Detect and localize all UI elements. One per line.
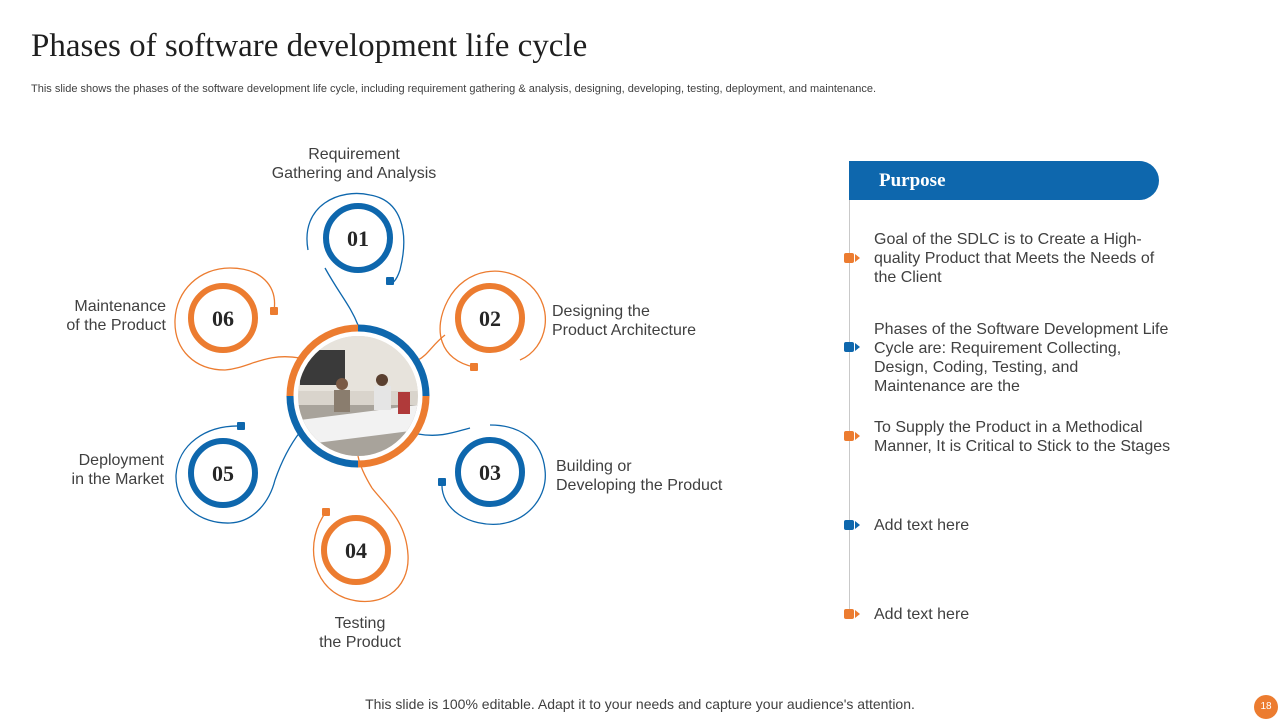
slide-title: Phases of software development life cycl…: [31, 28, 588, 64]
purpose-bullet-5: [844, 609, 860, 619]
connector-end-02: [470, 363, 478, 371]
phase-label-05: Deployment in the Market: [71, 452, 164, 488]
connector-03: [441, 424, 546, 525]
connector-end-03: [438, 478, 446, 486]
phase-num-04: 04: [345, 538, 367, 563]
connector-01-stem: [324, 267, 359, 326]
phase-circle-04: 04: [321, 515, 391, 585]
purpose-item-5: Add text here: [874, 606, 970, 623]
purpose-bullet-4: [844, 520, 860, 530]
slide-subtitle: This slide shows the phases of the softw…: [31, 83, 877, 95]
connector-04-stem: [357, 455, 373, 489]
purpose-item-1: Goal of the SDLC is to Create a High-qua…: [874, 231, 1155, 286]
connector-end-06: [270, 307, 278, 315]
connector-end-05: [237, 422, 245, 430]
slide-footer: This slide is 100% editable. Adapt it to…: [365, 696, 915, 712]
connector-06-stem: [224, 356, 301, 371]
purpose-header: Purpose: [849, 161, 1159, 200]
purpose-item-4: Add text here: [874, 517, 970, 534]
connector-end-01: [386, 277, 394, 285]
connector-01: [306, 192, 405, 284]
phase-num-06: 06: [212, 306, 234, 331]
connector-05-stem: [274, 431, 301, 481]
phase-circle-03: 03: [455, 437, 525, 507]
phase-circle-02: 02: [455, 283, 525, 353]
connector-02-stem: [417, 334, 446, 361]
connector-curves: [174, 192, 546, 603]
phase-num-03: 03: [479, 460, 501, 485]
purpose-bullet-3: [844, 431, 860, 441]
phase-circle-06: 06: [188, 283, 258, 353]
phase-label-04: Testing the Product: [319, 615, 401, 651]
center-ring-orange-top: [286, 324, 359, 397]
phase-circle-01: 01: [323, 203, 393, 273]
connector-02: [439, 270, 546, 368]
phase-num-01: 01: [347, 226, 369, 251]
phase-label-03: Building or Developing the Product: [556, 458, 723, 494]
purpose-item-2: Phases of the Software Development Life …: [874, 321, 1169, 395]
center-ring-blue: [357, 324, 430, 397]
connector-04: [312, 487, 409, 603]
purpose-timeline-line: [849, 200, 850, 618]
center-ring-blue-left: [286, 395, 359, 468]
purpose-header-label: Purpose: [879, 170, 946, 191]
purpose-bullet-2: [844, 342, 860, 352]
phase-label-06: Maintenance of the Product: [66, 298, 166, 334]
center-ring-orange-right: [357, 395, 430, 468]
connector-05: [175, 425, 276, 524]
phase-label-01: Requirement Gathering and Analysis: [271, 146, 437, 182]
purpose-bullet-1: [844, 253, 860, 263]
page-number-badge: 18: [1254, 695, 1278, 719]
connector-06: [174, 267, 276, 371]
phase-label-02: Designing the Product Architecture: [552, 303, 697, 339]
connector-03-stem: [417, 427, 471, 436]
purpose-item-3: To Supply the Product in a Methodical Ma…: [874, 419, 1171, 455]
phase-num-05: 05: [212, 461, 234, 486]
phase-num-02: 02: [479, 306, 501, 331]
connector-end-04: [322, 508, 330, 516]
phase-circle-05: 05: [188, 438, 258, 508]
